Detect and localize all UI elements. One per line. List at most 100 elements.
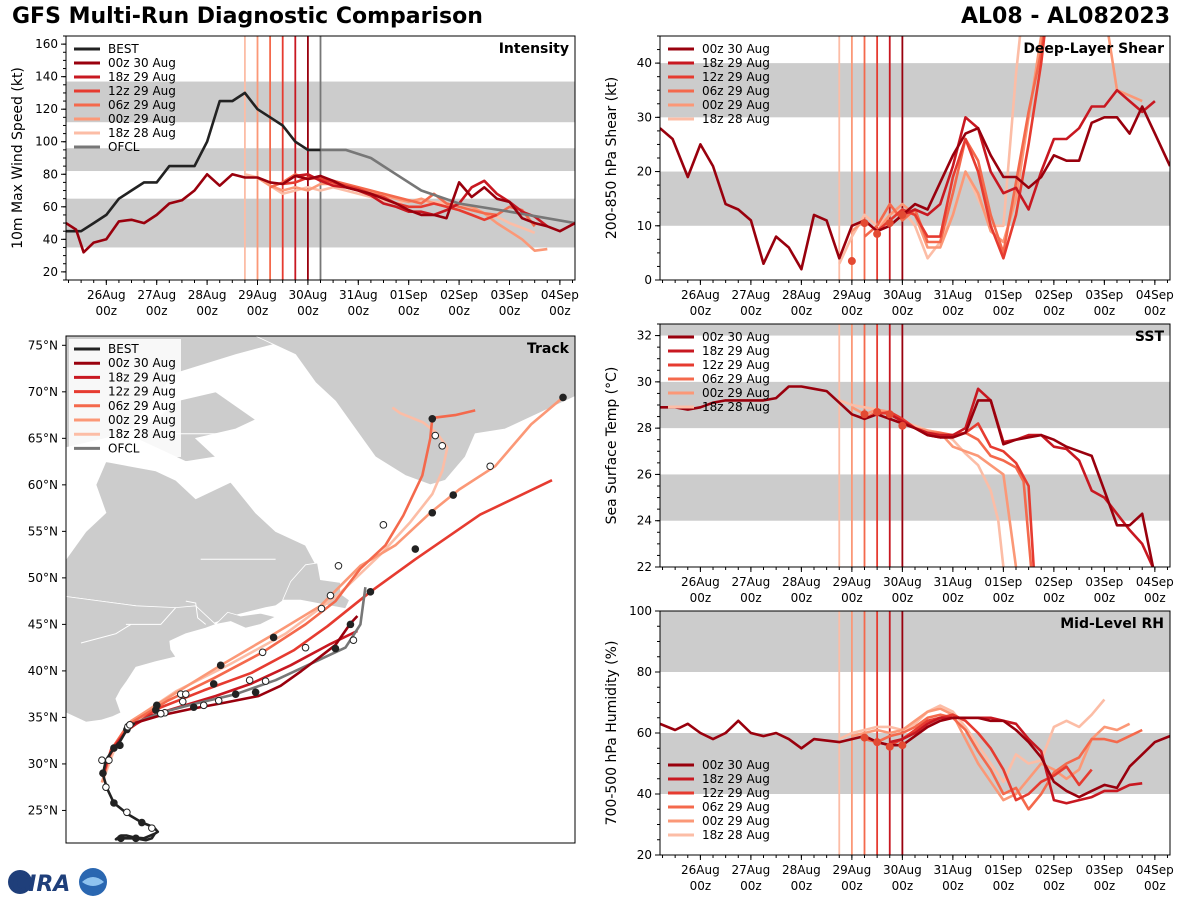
track-point-open bbox=[379, 521, 388, 529]
x-tick-label: 29Aug bbox=[238, 288, 277, 302]
x-tick-label: 27Aug bbox=[732, 863, 771, 877]
x-tick-label-hour: 00z bbox=[791, 304, 813, 318]
x-tick-label-hour: 00z bbox=[892, 879, 914, 893]
x-tick-label: 02Sep bbox=[1035, 863, 1073, 877]
series-line bbox=[851, 707, 1131, 802]
x-tick-label-hour: 00z bbox=[1043, 591, 1065, 605]
legend-label: 12z 29 Aug bbox=[702, 786, 770, 800]
logo-wave-icon bbox=[82, 877, 104, 886]
y-tick-label: 30 bbox=[637, 375, 652, 389]
lat-tick-label: 70°N bbox=[28, 385, 58, 399]
x-tick-label-hour: 00z bbox=[942, 879, 964, 893]
track-point-open bbox=[157, 709, 165, 718]
track-point-filled bbox=[428, 414, 437, 423]
track-point-open bbox=[148, 824, 156, 832]
track-point-open bbox=[317, 604, 326, 613]
track-point-filled bbox=[269, 633, 278, 642]
series-line bbox=[838, 698, 1106, 784]
legend-label: 00z 29 Aug bbox=[702, 98, 770, 112]
track-point-open bbox=[123, 808, 131, 817]
init-marker bbox=[873, 738, 882, 747]
track-line bbox=[100, 396, 564, 783]
y-tick-label: 80 bbox=[637, 665, 652, 679]
track-point-filled bbox=[132, 834, 140, 843]
track-point-filled bbox=[428, 508, 437, 517]
track-point-filled bbox=[366, 588, 375, 596]
legend-label: 06z 29 Aug bbox=[702, 84, 770, 98]
track-point-open bbox=[261, 677, 270, 685]
legend-background bbox=[69, 339, 181, 457]
track-point-open bbox=[105, 756, 113, 765]
logo-globe-icon bbox=[8, 870, 32, 894]
series-line bbox=[864, 713, 1143, 811]
track-point-filled bbox=[449, 491, 458, 499]
x-tick-label: 01Sep bbox=[984, 863, 1022, 877]
page-title: GFS Multi-Run Diagnostic Comparison bbox=[12, 4, 483, 29]
plot-area bbox=[66, 36, 575, 280]
x-tick-label: 04Sep bbox=[1136, 575, 1174, 589]
y-tick-label: 60 bbox=[637, 726, 652, 740]
x-tick-label: 03Sep bbox=[1085, 288, 1123, 302]
x-tick-label-hour: 00z bbox=[1094, 304, 1116, 318]
init-marker bbox=[847, 257, 856, 266]
y-tick-label: 100 bbox=[35, 135, 58, 149]
series-line bbox=[888, 88, 1156, 227]
storm-id-title: AL08 - AL082023 bbox=[961, 4, 1170, 29]
x-tick-label-hour: 00z bbox=[96, 304, 118, 318]
series-line bbox=[660, 105, 1170, 271]
plot-area bbox=[660, 611, 1170, 855]
x-tick-label-hour: 00z bbox=[196, 304, 218, 318]
track-point-filled bbox=[117, 834, 125, 843]
track-point-filled bbox=[138, 818, 146, 827]
series-line bbox=[889, 716, 1143, 805]
y-tick-label: 20 bbox=[43, 265, 58, 279]
y-tick-label: 120 bbox=[35, 102, 58, 116]
y-tick-label: 160 bbox=[35, 37, 58, 51]
legend-label: 00z 30 Aug bbox=[702, 758, 770, 772]
track-point-open bbox=[102, 783, 110, 791]
track-point-filled bbox=[110, 799, 118, 807]
x-tick-label-hour: 00z bbox=[993, 879, 1015, 893]
cira-logo: CIRA bbox=[8, 868, 107, 897]
init-marker bbox=[885, 742, 894, 751]
x-tick-label-hour: 00z bbox=[740, 304, 762, 318]
y-tick-label: 24 bbox=[637, 514, 652, 528]
lat-tick-label: 50°N bbox=[28, 571, 58, 585]
legend-label: 00z 30 Aug bbox=[108, 56, 176, 70]
legend-label: OFCL bbox=[108, 140, 140, 154]
lat-tick-label: 75°N bbox=[28, 338, 58, 352]
lat-tick-label: 40°N bbox=[28, 664, 58, 678]
init-marker bbox=[885, 219, 894, 228]
x-tick-label-hour: 00z bbox=[247, 304, 269, 318]
track-line bbox=[134, 615, 359, 725]
x-tick-label: 31Aug bbox=[339, 288, 378, 302]
track-line bbox=[101, 409, 476, 775]
x-tick-label: 29Aug bbox=[833, 863, 872, 877]
lat-tick-label: 25°N bbox=[28, 803, 58, 817]
lat-tick-label: 60°N bbox=[28, 478, 58, 492]
x-tick-label-hour: 00z bbox=[1144, 879, 1166, 893]
init-marker bbox=[860, 410, 869, 419]
intensity-chart: 20 40 60 80 100 120 140 160 26Aug 00z 27Aug 00z 28Au… bbox=[10, 35, 579, 318]
map-area bbox=[66, 336, 575, 843]
track-point-open bbox=[438, 441, 447, 450]
shear-chart: 0 10 20 30 40 26Aug 00z 27Aug 00z 28Aug 00z 29Aug 00… bbox=[604, 35, 1174, 318]
legend-label: 00z 29 Aug bbox=[702, 386, 770, 400]
x-tick-label-hour: 00z bbox=[690, 304, 712, 318]
shaded-band bbox=[660, 381, 1170, 429]
y-tick-label: 0 bbox=[644, 273, 652, 287]
x-tick-label-hour: 00z bbox=[841, 879, 863, 893]
series-line bbox=[660, 716, 1170, 799]
shaded-band bbox=[660, 63, 1170, 118]
x-tick-label-hour: 00z bbox=[549, 304, 571, 318]
x-tick-label: 03Sep bbox=[1085, 863, 1123, 877]
x-tick-label: 30Aug bbox=[289, 288, 328, 302]
legend-label: 12z 29 Aug bbox=[702, 70, 770, 84]
x-tick-label: 29Aug bbox=[833, 575, 872, 589]
x-tick-label-hour: 00z bbox=[1144, 591, 1166, 605]
series-line bbox=[295, 173, 549, 228]
x-tick-label-hour: 00z bbox=[791, 879, 813, 893]
track-point-filled bbox=[209, 680, 218, 688]
track-point-open bbox=[349, 636, 358, 645]
track-line bbox=[134, 587, 367, 725]
